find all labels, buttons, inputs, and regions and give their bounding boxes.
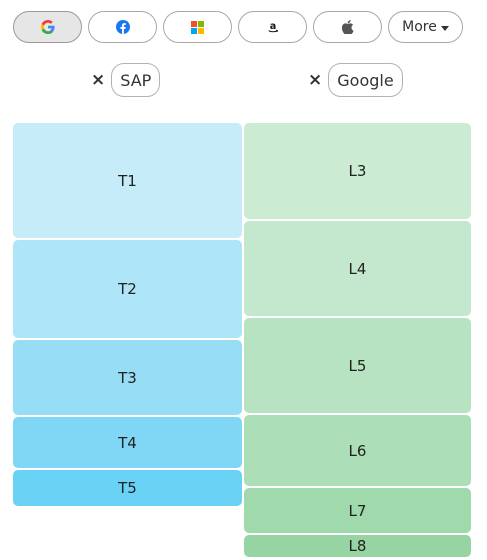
amazon-icon: a: [267, 21, 278, 33]
tile-l6[interactable]: L6: [244, 415, 471, 486]
facebook-button[interactable]: [88, 11, 157, 43]
svg-text:a: a: [269, 21, 276, 32]
column-tag-label: SAP: [111, 63, 161, 97]
facebook-icon: [115, 20, 130, 34]
tile-t3[interactable]: T3: [13, 340, 242, 415]
chevron-down-icon: [440, 25, 449, 31]
column-tag-label: Google: [328, 63, 403, 97]
tile-t1[interactable]: T1: [13, 123, 242, 238]
google-icon: [40, 20, 55, 34]
microsoft-button[interactable]: [163, 11, 232, 43]
tile-t4[interactable]: T4: [13, 417, 242, 468]
tile-l3[interactable]: L3: [244, 123, 471, 219]
microsoft-icon: [191, 20, 204, 34]
close-icon[interactable]: ×: [308, 69, 323, 90]
tile-t5[interactable]: T5: [13, 470, 242, 506]
login-provider-toolbar: a More: [13, 11, 463, 43]
more-button[interactable]: More: [388, 11, 463, 43]
tile-l5[interactable]: L5: [244, 318, 471, 413]
apple-icon: [341, 20, 354, 34]
tile-l4[interactable]: L4: [244, 221, 471, 316]
more-label: More: [402, 19, 437, 35]
column-header-sap: × SAP: [91, 63, 161, 97]
google-button[interactable]: [13, 11, 82, 43]
tile-t2[interactable]: T2: [13, 240, 242, 338]
close-icon[interactable]: ×: [91, 69, 106, 90]
tile-l8[interactable]: L8: [244, 535, 471, 557]
amazon-button[interactable]: a: [238, 11, 307, 43]
tile-l7[interactable]: L7: [244, 488, 471, 533]
apple-button[interactable]: [313, 11, 382, 43]
column-header-google: × Google: [308, 63, 403, 97]
